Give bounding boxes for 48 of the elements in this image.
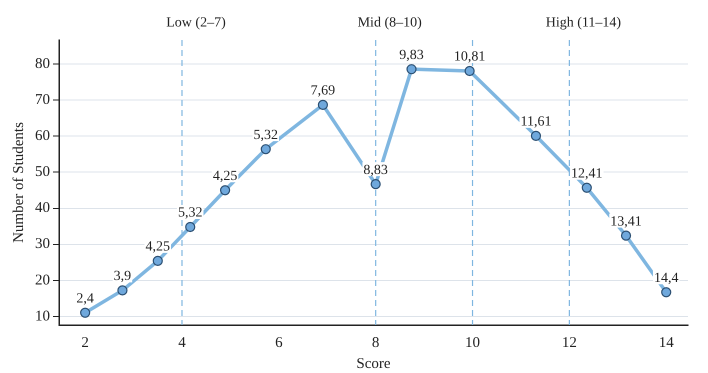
y-tick-label: 80: [35, 56, 50, 72]
x-axis-title: Score: [356, 356, 391, 372]
annotation: 14,4: [654, 270, 678, 286]
x-tick-label: 12: [562, 334, 577, 351]
x-tick-label: 10: [465, 334, 480, 351]
x-tick-label: 6: [275, 334, 284, 351]
point: [185, 222, 196, 232]
y-tick-label: 40: [35, 200, 50, 216]
annotation: 2,4: [76, 291, 94, 306]
annotation: 4,25: [212, 168, 238, 184]
x-tick-label: 2: [81, 334, 89, 351]
x-tick-label: 14: [658, 334, 674, 351]
annotation: 10,81: [454, 50, 486, 65]
y-tick-label: 70: [35, 92, 50, 108]
point: [464, 66, 475, 76]
annotation: 11,61: [520, 114, 552, 130]
annotation: 7,69: [310, 84, 336, 99]
point: [370, 179, 381, 190]
annotation: 3,9: [114, 269, 132, 284]
x-tick-label: 4: [178, 334, 186, 351]
point: [318, 100, 328, 110]
x-tick-label: 8: [372, 334, 380, 351]
point: [620, 230, 632, 241]
ref-line-label: Low (2–7): [166, 16, 226, 31]
point: [260, 144, 271, 154]
point: [406, 64, 417, 74]
point: [661, 287, 672, 298]
ref-line-label: Mid (8–10): [358, 16, 422, 31]
y-tick-label: 10: [35, 308, 50, 324]
y-axis-title: Number of Students: [10, 122, 27, 243]
y-tick-label: 30: [35, 236, 50, 252]
y-tick-label: 20: [35, 272, 50, 288]
annotation: 8,83: [363, 162, 388, 178]
ref-line-label: High (11–14): [546, 16, 622, 31]
point: [80, 308, 90, 318]
point: [117, 285, 128, 296]
y-tick-label: 60: [35, 128, 50, 144]
annotation: 5,32: [254, 128, 278, 143]
point: [220, 185, 230, 196]
annotation: 12,41: [571, 166, 603, 182]
point: [530, 130, 542, 141]
annotation: 9,83: [399, 48, 424, 63]
annotation: 5,32: [178, 206, 202, 221]
point: [582, 182, 592, 193]
point: [152, 256, 163, 266]
y-tick-label: 50: [35, 164, 50, 180]
annotation: 4,25: [146, 240, 170, 255]
annotation: 13,41: [610, 214, 642, 230]
